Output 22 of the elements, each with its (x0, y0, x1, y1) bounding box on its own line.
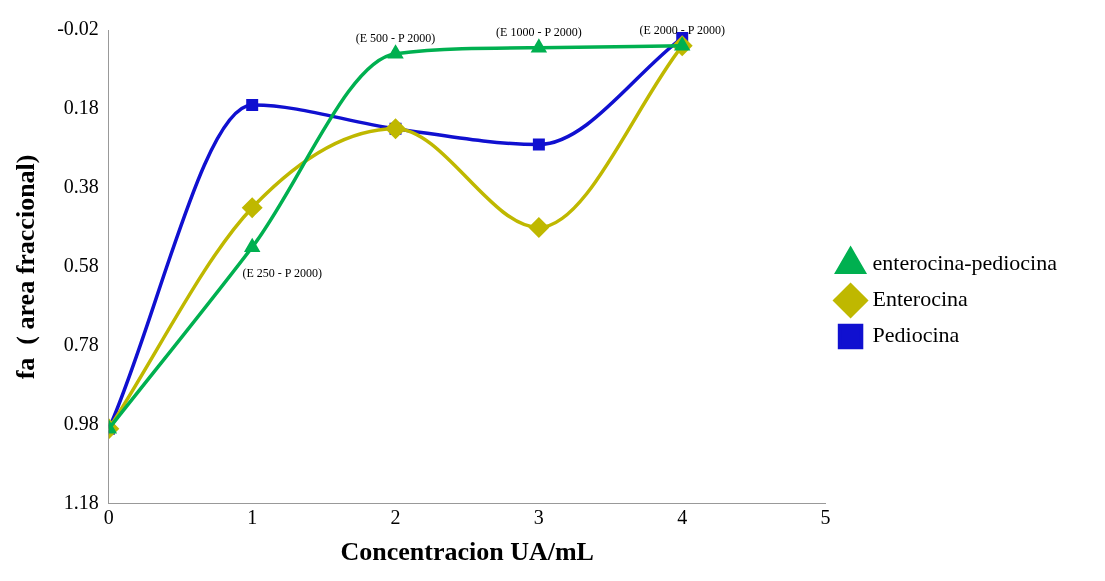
legend-label: Pediocina (872, 322, 960, 348)
y-axis-title: fa ( area fraccional) (11, 154, 41, 380)
x-tick-label: 4 (677, 506, 688, 529)
x-axis-title: Concentracion UA/mL (340, 537, 594, 567)
annotation: (E 500 - P 2000) (355, 30, 436, 45)
y-tick-label: 0.78 (63, 333, 99, 356)
y-tick-label: 0.58 (63, 254, 99, 277)
y-tick-label: -0.02 (57, 17, 99, 40)
annotation: (E 250 - P 2000) (242, 266, 322, 281)
annotation: (E 2000 - P 2000) (639, 22, 725, 37)
y-tick-label: 0.98 (63, 412, 99, 435)
y-tick-label: 1.18 (63, 491, 99, 514)
x-tick-label: 1 (247, 506, 258, 529)
x-tick-label: 5 (820, 506, 831, 529)
x-tick-label: 0 (103, 506, 114, 529)
y-tick-label: 0.38 (63, 175, 99, 198)
x-tick-label: 2 (390, 506, 401, 529)
x-tick-label: 3 (533, 506, 544, 529)
legend-label: enterocina-pediocina (872, 250, 1058, 276)
legend-label: Enterocina (872, 286, 969, 312)
annotation: (E 1000 - P 2000) (496, 24, 582, 39)
y-tick-label: 0.18 (63, 96, 99, 119)
